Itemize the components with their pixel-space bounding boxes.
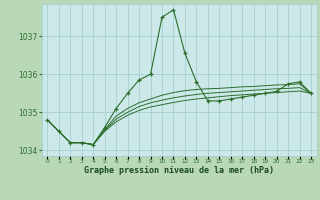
X-axis label: Graphe pression niveau de la mer (hPa): Graphe pression niveau de la mer (hPa) <box>84 166 274 175</box>
